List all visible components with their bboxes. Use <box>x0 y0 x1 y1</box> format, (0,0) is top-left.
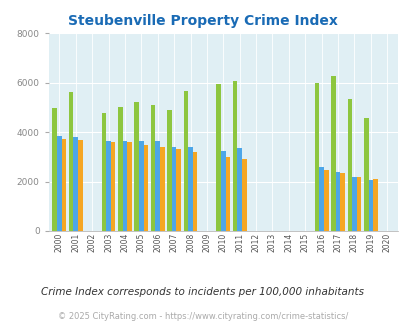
Bar <box>335 172 339 231</box>
Bar <box>319 167 323 231</box>
Bar <box>78 140 83 231</box>
Bar <box>139 141 143 231</box>
Bar <box>155 141 160 231</box>
Bar <box>368 180 372 231</box>
Bar <box>151 105 155 231</box>
Bar <box>183 91 188 231</box>
Bar <box>69 92 73 231</box>
Bar <box>167 110 171 231</box>
Bar <box>160 148 164 231</box>
Text: © 2025 CityRating.com - https://www.cityrating.com/crime-statistics/: © 2025 CityRating.com - https://www.city… <box>58 312 347 321</box>
Bar <box>73 138 78 231</box>
Bar <box>351 177 356 231</box>
Bar <box>232 81 237 231</box>
Bar <box>127 143 132 231</box>
Bar <box>314 83 319 231</box>
Bar <box>323 170 328 231</box>
Bar <box>372 179 377 231</box>
Bar <box>363 118 368 231</box>
Bar <box>52 109 57 231</box>
Bar <box>101 114 106 231</box>
Bar <box>192 152 197 231</box>
Bar <box>225 157 230 231</box>
Bar <box>356 177 360 231</box>
Bar <box>57 137 62 231</box>
Bar <box>171 148 176 231</box>
Bar <box>220 150 225 231</box>
Bar <box>339 173 344 231</box>
Bar <box>347 99 351 231</box>
Bar <box>134 102 139 231</box>
Bar <box>237 148 241 231</box>
Bar <box>176 149 181 231</box>
Bar <box>62 139 66 231</box>
Bar <box>216 84 220 231</box>
Bar <box>111 142 115 231</box>
Text: Crime Index corresponds to incidents per 100,000 inhabitants: Crime Index corresponds to incidents per… <box>41 287 364 297</box>
Bar <box>330 76 335 231</box>
Bar <box>122 141 127 231</box>
Text: Steubenville Property Crime Index: Steubenville Property Crime Index <box>68 15 337 28</box>
Bar <box>188 148 192 231</box>
Bar <box>241 159 246 231</box>
Bar <box>143 145 148 231</box>
Bar <box>106 141 111 231</box>
Bar <box>118 107 122 231</box>
